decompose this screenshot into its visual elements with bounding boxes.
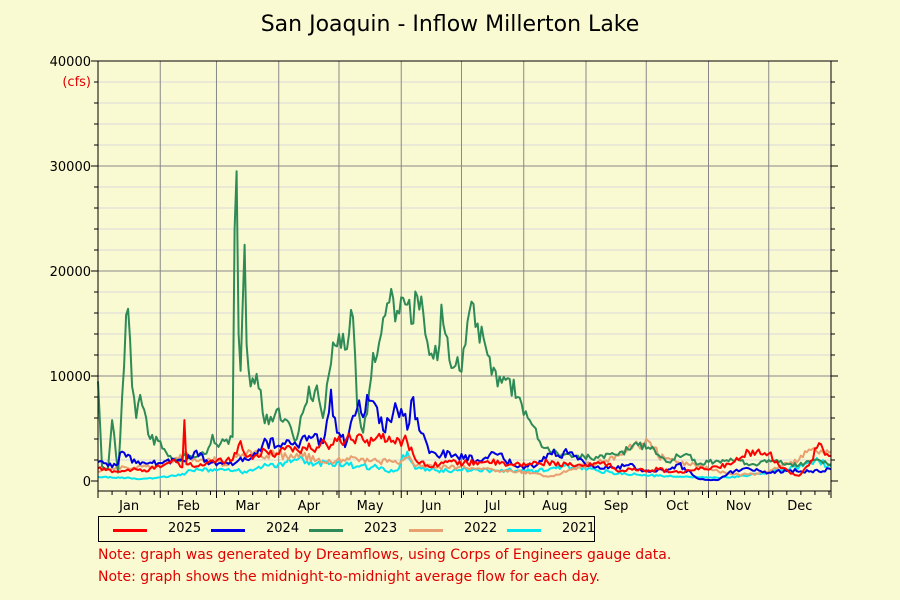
- series-line-2024: [97, 388, 832, 482]
- legend-label: 2025: [168, 521, 202, 536]
- y-tick-label: 40000: [50, 55, 91, 70]
- legend-label: 2022: [464, 521, 498, 536]
- y-tick-label: 20000: [50, 265, 91, 280]
- series-layer: [97, 170, 832, 482]
- note-line-1: Note: graph was generated by Dreamflows,…: [98, 547, 672, 563]
- y-tick-label: 30000: [50, 160, 91, 175]
- y-unit-label: (cfs): [62, 75, 91, 90]
- x-tick-label-nov: Nov: [726, 499, 752, 514]
- chart-title: San Joaquin - Inflow Millerton Lake: [260, 12, 640, 37]
- legend-swatch: [211, 529, 245, 532]
- series-line-2025: [97, 419, 832, 477]
- x-tick-label-apr: Apr: [298, 499, 321, 514]
- x-tick-label-feb: Feb: [177, 499, 200, 514]
- legend-label: 2021: [562, 521, 596, 536]
- series-line-2023: [97, 170, 832, 474]
- note-line-2: Note: graph shows the midnight-to-midnig…: [98, 569, 600, 585]
- legend-label: 2023: [364, 521, 398, 536]
- x-tick-label-sep: Sep: [604, 499, 629, 514]
- x-tick-label-mar: Mar: [235, 499, 260, 514]
- legend-swatch: [507, 529, 541, 532]
- x-tick-label-jun: Jun: [420, 499, 441, 514]
- legend: 2025 2024 2023 2022 2021: [98, 516, 595, 542]
- legend-label: 2024: [266, 521, 300, 536]
- x-tick-label-jul: Jul: [484, 499, 501, 514]
- legend-swatch: [309, 529, 343, 532]
- x-tick-label-may: May: [357, 499, 384, 514]
- x-tick-label-aug: Aug: [542, 499, 567, 514]
- plot-frame: [97, 60, 832, 492]
- x-tick-label-oct: Oct: [666, 499, 688, 514]
- axis-layer: Jan Feb Mar Apr May Jun Jul Aug Sep Oct Nov Dec 0 100…: [50, 55, 838, 514]
- legend-swatch: [409, 529, 443, 532]
- y-tick-label: 10000: [50, 370, 91, 385]
- x-tick-label-dec: Dec: [787, 499, 812, 514]
- legend-swatch: [113, 529, 147, 532]
- x-tick-label-jan: Jan: [118, 499, 139, 514]
- plot-area: [98, 61, 831, 491]
- y-tick-label: 0: [83, 475, 91, 490]
